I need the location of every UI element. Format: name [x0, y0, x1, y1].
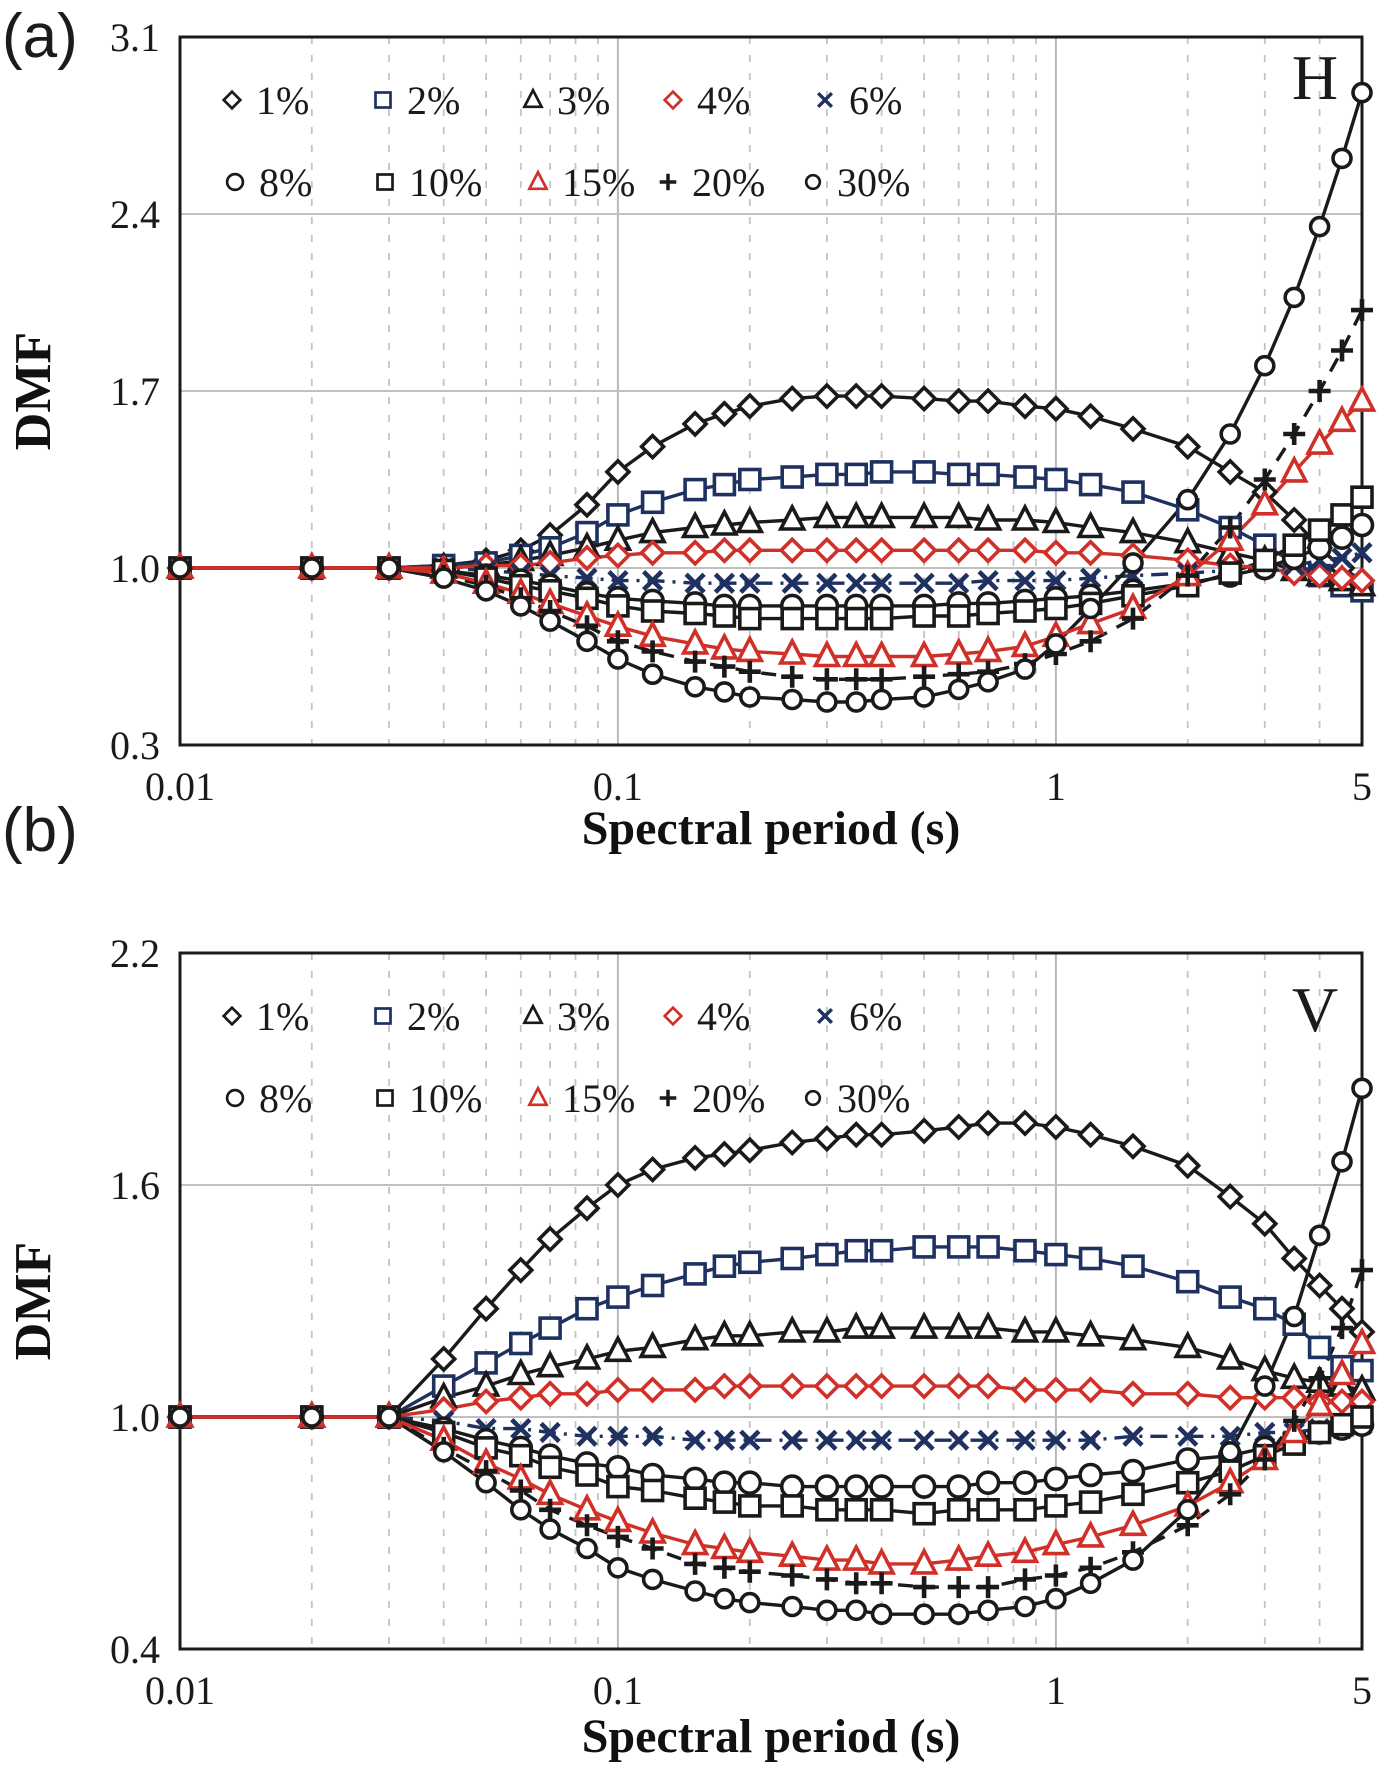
svg-text:1%: 1%: [256, 994, 309, 1039]
legend-item-8pct-a: 8%: [225, 160, 312, 205]
svg-text:20%: 20%: [692, 160, 765, 205]
svg-text:5: 5: [1352, 764, 1372, 809]
svg-text:30%: 30%: [837, 160, 910, 205]
svg-text:10%: 10%: [409, 1076, 482, 1121]
svg-text:2.4: 2.4: [110, 192, 160, 237]
panel-a: 0.31.01.72.43.10.01 0.1 1 51% 2% 3% 4% 6%8% 10% 1…: [110, 15, 1377, 809]
legend-item-30pct-a: 30%: [804, 160, 910, 205]
panel-b: 0.4 1.0 1.6 2.2 0.01 0.1 1 5 1% 2% 3% 4% 6% 8% 10% 15% 2…: [110, 931, 1377, 1713]
svg-text:0.1: 0.1: [593, 1668, 643, 1713]
panel-b-grid-minor: [310, 953, 1321, 1649]
legend-item-15pct-b: 15%: [527, 1076, 635, 1121]
legend-item-20pct-a: 20%: [659, 160, 765, 205]
svg-text:8%: 8%: [259, 160, 312, 205]
series-15pct-a-markers: [165, 384, 1377, 668]
series-4pct-b-markers: [166, 1372, 1376, 1431]
series-30pct-a-markers: [169, 81, 1373, 713]
legend-item-2pct-b: 2%: [374, 994, 460, 1039]
svg-text:4%: 4%: [697, 994, 750, 1039]
svg-text:0.4: 0.4: [110, 1627, 160, 1672]
svg-text:20%: 20%: [692, 1076, 765, 1121]
legend-item-10pct-a: 10%: [376, 160, 482, 205]
svg-text:15%: 15%: [562, 1076, 635, 1121]
svg-text:6%: 6%: [849, 78, 902, 123]
series-20pct-b-line: [180, 1269, 1364, 1589]
panel-a-legend: 1% 2% 3% 4% 6% 8% 10% 15% 20% 30%: [221, 78, 910, 205]
legend-item-6pct-b: 6%: [816, 994, 902, 1039]
svg-text:1.6: 1.6: [110, 1163, 160, 1208]
legend-item-20pct-b: 20%: [659, 1076, 765, 1121]
svg-text:0.01: 0.01: [145, 764, 215, 809]
panel-a-label: (a): [2, 2, 78, 71]
panel-a-direction-label: H: [1291, 42, 1339, 113]
panel-b-y-axis-title: DMF: [5, 1241, 62, 1361]
legend-item-4pct-b: 4%: [662, 994, 750, 1039]
svg-text:10%: 10%: [409, 160, 482, 205]
svg-text:5: 5: [1352, 1668, 1372, 1713]
svg-text:1: 1: [1046, 1668, 1066, 1713]
panel-b-label: (b): [2, 796, 78, 865]
svg-text:0.3: 0.3: [110, 723, 160, 768]
series-30pct-b-markers: [169, 1077, 1373, 1625]
panel-b-x-axis-title: Spectral period (s): [581, 1710, 961, 1763]
panel-b-x-tick-labels: 0.01 0.1 1 5: [145, 1668, 1372, 1713]
svg-text:1.0: 1.0: [110, 546, 160, 591]
legend-item-4pct-a: 4%: [662, 78, 750, 123]
legend-item-30pct-b: 30%: [804, 1076, 910, 1121]
legend-item-3pct-a: 3%: [522, 78, 610, 123]
svg-text:3.1: 3.1: [110, 15, 160, 60]
legend-item-10pct-b: 10%: [376, 1076, 482, 1121]
panel-b-legend: 1% 2% 3% 4% 6% 8% 10% 15% 20% 30%: [221, 994, 910, 1121]
svg-text:2%: 2%: [407, 78, 460, 123]
svg-text:15%: 15%: [562, 160, 635, 205]
svg-text:1%: 1%: [256, 78, 309, 123]
legend-item-2pct-a: 2%: [374, 78, 460, 123]
svg-text:30%: 30%: [837, 1076, 910, 1121]
series-30pct-a-line: [180, 92, 1364, 704]
panel-b-border: [178, 951, 1364, 1651]
panel-b-grid-major: [180, 953, 1362, 1649]
panel-b-y-tick-labels: 0.4 1.0 1.6 2.2: [110, 931, 160, 1672]
svg-text:2.2: 2.2: [110, 931, 160, 976]
svg-text:6%: 6%: [849, 994, 902, 1039]
svg-text:1.0: 1.0: [110, 1395, 160, 1440]
svg-text:3%: 3%: [557, 994, 610, 1039]
legend-item-6pct-a: 6%: [816, 78, 902, 123]
svg-text:0.01: 0.01: [145, 1668, 215, 1713]
svg-text:3%: 3%: [557, 78, 610, 123]
panel-a-x-axis-title: Spectral period (s): [581, 802, 961, 855]
legend-item-1pct-b: 1%: [221, 994, 309, 1039]
svg-text:2%: 2%: [407, 994, 460, 1039]
svg-text:0.1: 0.1: [593, 764, 643, 809]
svg-text:4%: 4%: [697, 78, 750, 123]
panel-a-y-axis-title: DMF: [5, 331, 62, 451]
svg-text:8%: 8%: [259, 1076, 312, 1121]
panel-b-direction-label: V: [1291, 974, 1339, 1045]
legend-item-15pct-a: 15%: [527, 160, 635, 205]
series-3pct-b-markers: [165, 1311, 1377, 1428]
panel-a-grid-major: [180, 37, 1362, 745]
panel-a-y-tick-labels: 0.3 1.0 1.7 2.4 3.1: [110, 15, 160, 768]
legend-item-3pct-b: 3%: [522, 994, 610, 1039]
legend-item-8pct-b: 8%: [225, 1076, 312, 1121]
series-6pct-b-markers: [169, 1406, 1373, 1451]
legend-item-1pct-a: 1%: [221, 78, 309, 123]
svg-text:1: 1: [1046, 764, 1066, 809]
panel-a-x-tick-labels: 0.01 0.1 1 5: [145, 764, 1372, 809]
svg-text:1.7: 1.7: [110, 369, 160, 414]
